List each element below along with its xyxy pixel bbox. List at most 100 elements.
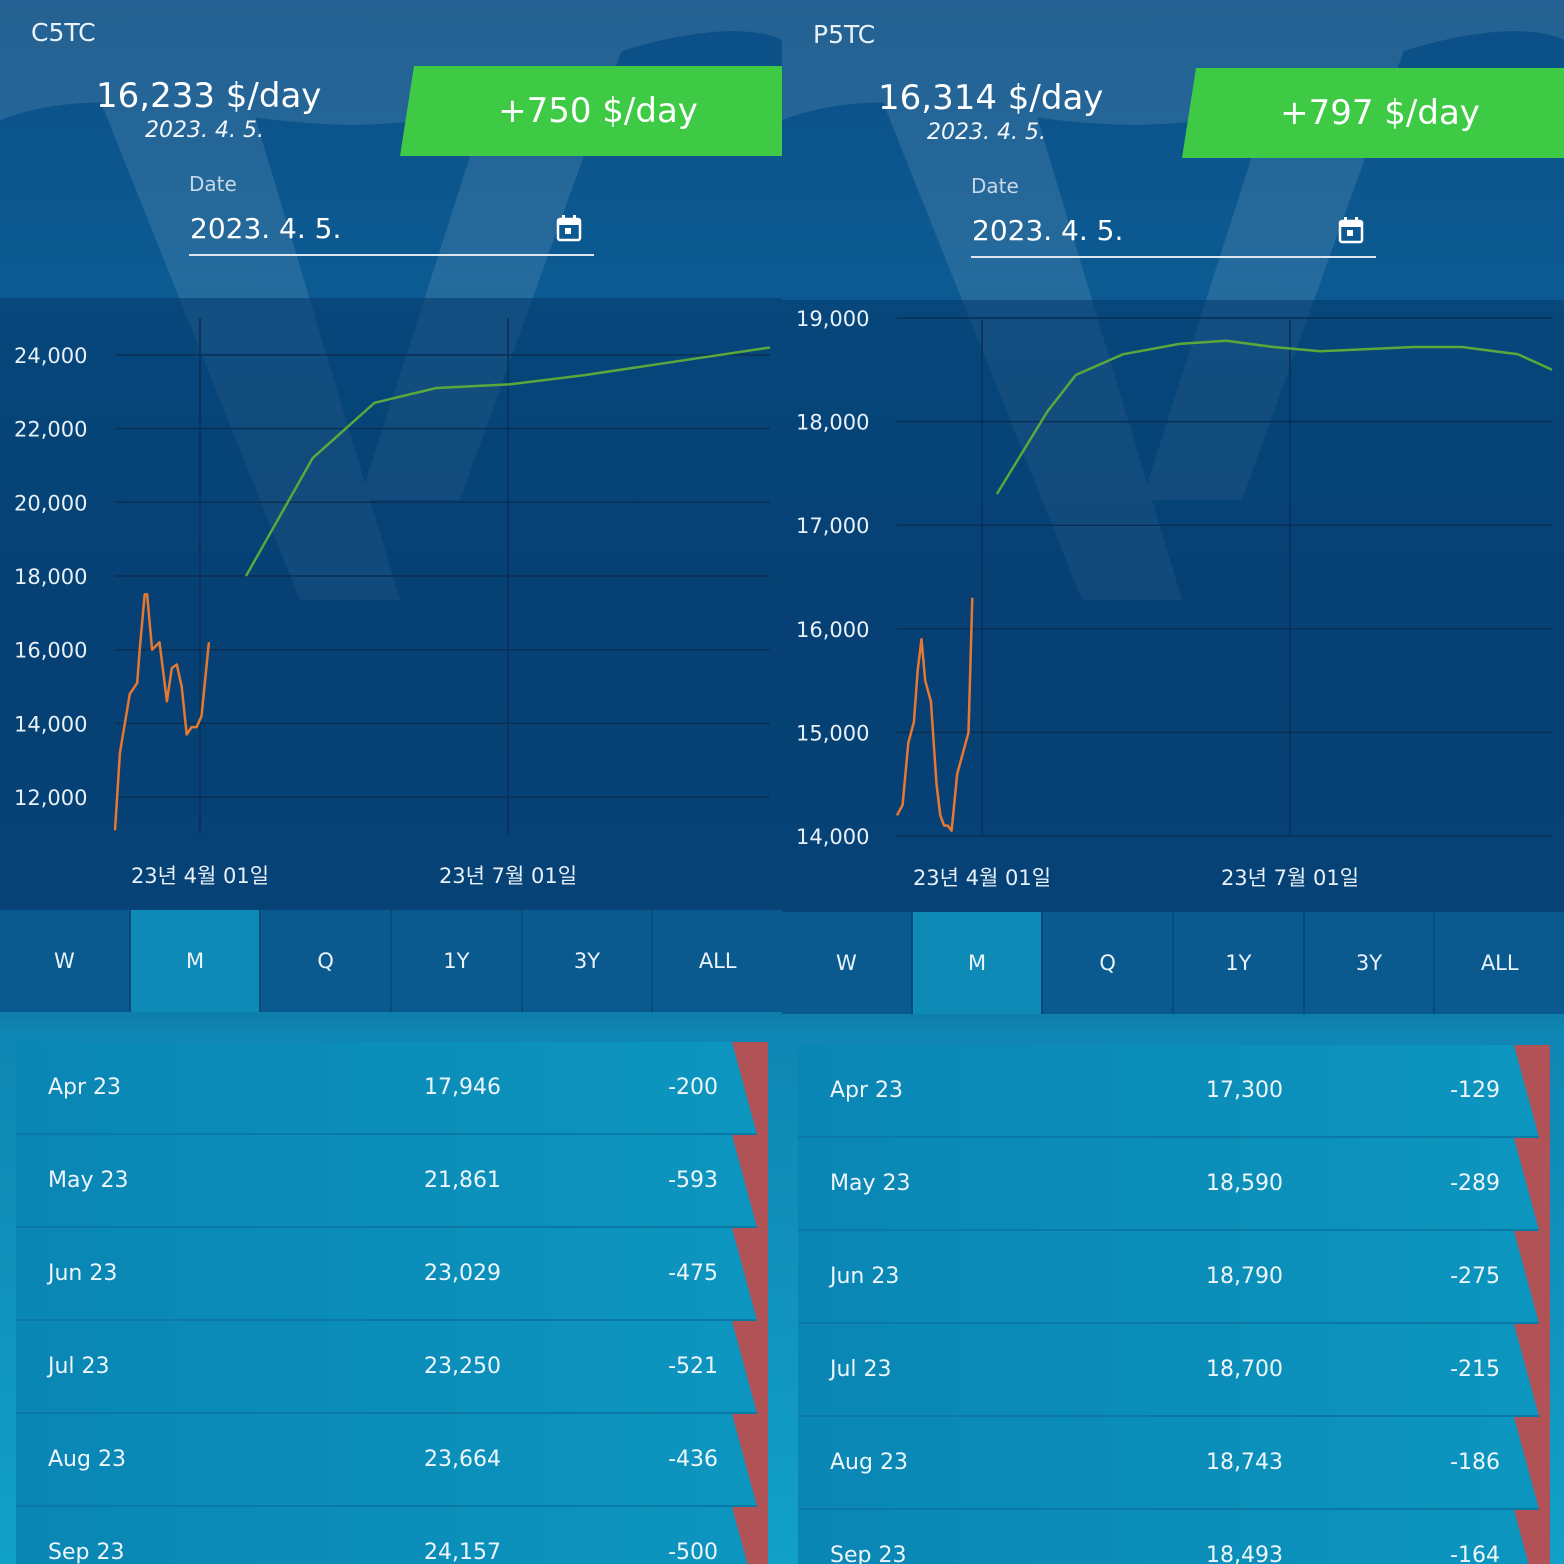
list-item[interactable]: Aug 23 23,664 -436 [16,1414,768,1507]
y-tick-label: 14,000 [796,825,869,849]
month-label: Sep 23 [48,1540,125,1564]
y-tick-label: 18,000 [796,411,869,435]
x-tick-label: 23년 4월 01일 [913,866,1051,890]
period-tabs: W M Q 1Y 3Y ALL [782,912,1564,1014]
change-value: -275 [1450,1264,1500,1289]
forward-value: 24,157 [424,1540,501,1564]
tab-w[interactable]: W [0,910,131,1012]
month-label: Apr 23 [48,1075,122,1100]
spot-price-line [895,597,974,833]
tab-3y[interactable]: 3Y [1305,912,1436,1014]
y-tick-label: 19,000 [796,307,869,331]
y-tick-label: 24,000 [14,344,87,368]
list-item[interactable]: May 23 21,861 -593 [16,1135,768,1228]
month-label: Aug 23 [48,1447,126,1472]
list-item[interactable]: May 23 18,590 -289 [798,1138,1550,1231]
month-label: Jul 23 [830,1357,892,1382]
month-label: May 23 [48,1168,129,1193]
negative-change-marker [732,1414,768,1507]
list-item[interactable]: Aug 23 18,743 -186 [798,1417,1550,1510]
negative-change-marker [1514,1417,1550,1510]
change-value: -475 [668,1261,718,1286]
list-item[interactable]: Apr 23 17,300 -129 [798,1045,1550,1138]
tab-all[interactable]: ALL [1480,951,1519,975]
date-field[interactable]: 2023. 4. 5. [971,202,1376,258]
forward-curve-list: Apr 23 17,300 -129 May 23 18,590 -289 Jun 23 18… [798,1045,1550,1564]
negative-change-marker [732,1042,768,1135]
y-tick-label: 15,000 [796,721,869,745]
y-tick-label: 17,000 [796,514,869,538]
x-tick-label: 23년 7월 01일 [439,864,577,888]
list-item[interactable]: Sep 23 24,157 -500 [16,1507,768,1564]
tab-w[interactable]: W [782,912,913,1014]
tab-3y[interactable]: 3Y [523,910,654,1012]
negative-change-marker [732,1135,768,1228]
price-chart: 14,000 15,000 16,000 17,000 18,000 19,000 23년 … [782,300,1564,912]
tab-all[interactable]: ALL [698,949,737,973]
tab-1y[interactable]: 1Y [392,910,523,1012]
price-date: 2023. 4. 5. [927,120,1046,145]
change-badge: +750 $/day [400,66,782,156]
negative-change-marker [732,1321,768,1414]
change-value: -200 [668,1075,718,1100]
forward-value: 23,029 [424,1261,501,1286]
y-tick-label: 18,000 [14,565,87,589]
month-label: Jul 23 [48,1354,110,1379]
p5tc-panel: P5TC 16,314 $/day 2023. 4. 5. +797 $/day… [782,0,1564,1564]
change-value: -129 [1450,1078,1500,1103]
forward-value: 23,250 [424,1354,501,1379]
forward-value: 18,790 [1206,1264,1283,1289]
forward-curve-line [995,339,1553,495]
date-field[interactable]: 2023. 4. 5. [189,200,594,256]
list-item[interactable]: Jun 23 23,029 -475 [16,1228,768,1321]
negative-change-marker [1514,1324,1550,1417]
month-label: May 23 [830,1171,911,1196]
y-tick-label: 20,000 [14,491,87,515]
chart-svg: 12,000 14,000 16,000 18,000 20,000 22,000 24,0… [14,318,771,888]
change-badge: +797 $/day [1182,68,1564,158]
price-chart: 12,000 14,000 16,000 18,000 20,000 22,000 24,0… [0,298,782,910]
tab-q[interactable]: Q [261,910,393,1012]
change-value: -215 [1450,1357,1500,1382]
list-item[interactable]: Jul 23 18,700 -215 [798,1324,1550,1417]
list-item[interactable]: Jul 23 23,250 -521 [16,1321,768,1414]
change-value: -164 [1450,1543,1500,1564]
change-text: +797 $/day [1280,93,1480,133]
change-text: +750 $/day [498,91,698,131]
current-price: 16,233 $/day [96,76,322,116]
tab-1y[interactable]: 1Y [1174,912,1305,1014]
x-tick-label: 23년 4월 01일 [131,864,269,888]
price-date: 2023. 4. 5. [145,118,264,143]
list-item[interactable]: Apr 23 17,946 -200 [16,1042,768,1135]
tab-q[interactable]: Q [1043,912,1175,1014]
date-value[interactable]: 2023. 4. 5. [972,214,1124,247]
list-item[interactable]: Jun 23 18,790 -275 [798,1231,1550,1324]
date-label: Date [971,174,1019,198]
y-tick-label: 16,000 [14,639,87,663]
chart-svg: 14,000 15,000 16,000 17,000 18,000 19,000 23년 … [796,307,1553,890]
negative-change-marker [732,1228,768,1321]
month-label: Apr 23 [830,1078,904,1103]
forward-value: 18,590 [1206,1171,1283,1196]
date-value[interactable]: 2023. 4. 5. [190,212,342,245]
y-tick-label: 16,000 [796,618,869,642]
month-label: Jun 23 [830,1264,900,1289]
forward-value: 17,300 [1206,1078,1283,1103]
change-value: -289 [1450,1171,1500,1196]
negative-change-marker [1514,1510,1550,1564]
forward-value: 18,493 [1206,1543,1283,1564]
negative-change-marker [1514,1231,1550,1324]
change-value: -500 [668,1540,718,1564]
change-value: -521 [668,1354,718,1379]
negative-change-marker [1514,1138,1550,1231]
forward-value: 18,743 [1206,1450,1283,1475]
index-title: C5TC [31,18,96,47]
index-title: P5TC [813,20,876,49]
calendar-icon[interactable] [556,214,582,242]
calendar-icon[interactable] [1338,216,1364,244]
tab-m[interactable]: M [130,910,262,1012]
spot-price-line [113,593,211,831]
change-value: -186 [1450,1450,1500,1475]
tab-m[interactable]: M [912,912,1044,1014]
list-item[interactable]: Sep 23 18,493 -164 [798,1510,1550,1564]
